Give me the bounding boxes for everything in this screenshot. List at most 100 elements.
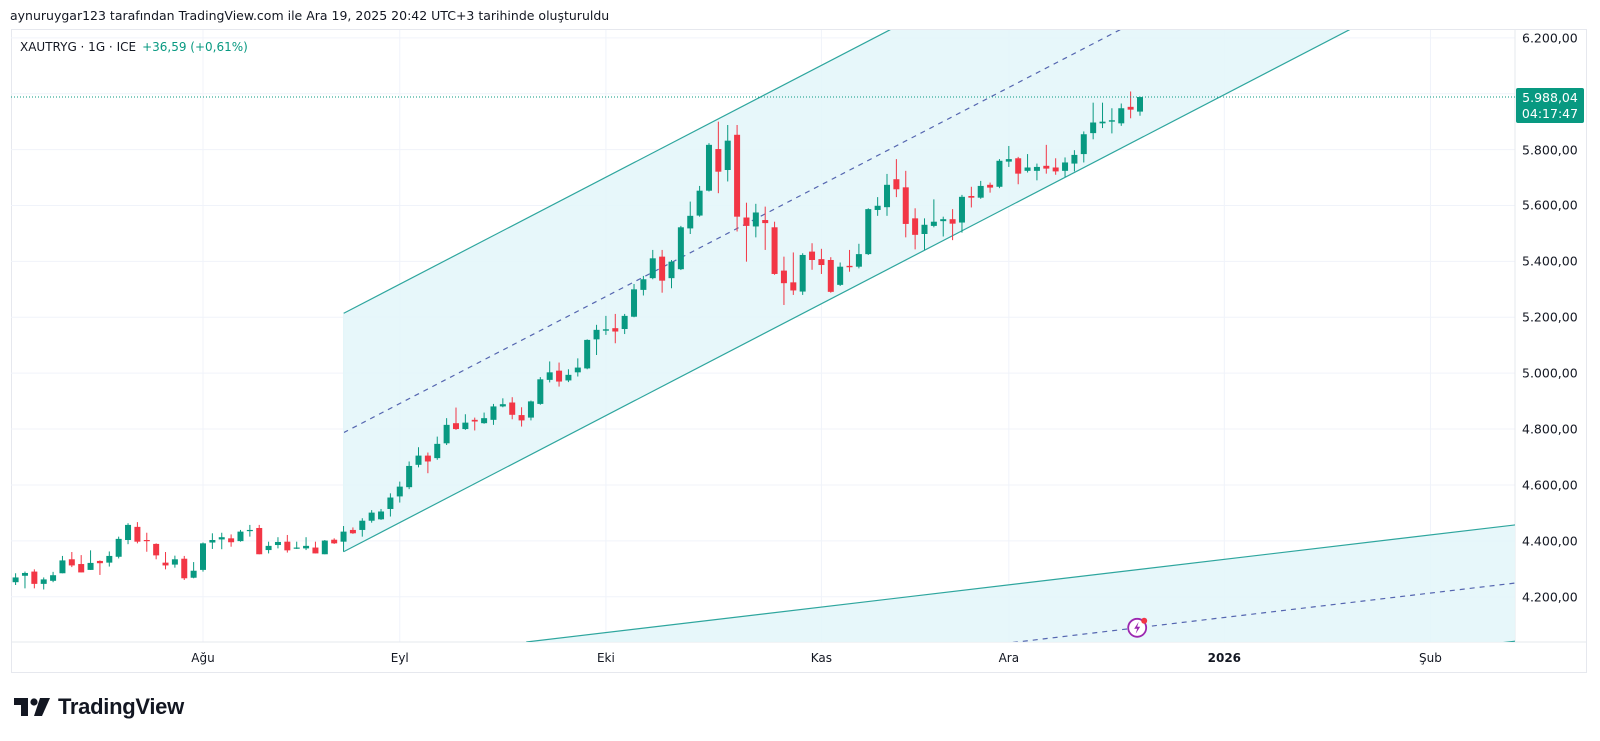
candle-up [1080,131,1087,163]
candle-down [78,555,85,573]
candle-down [902,170,909,238]
candle-up [677,225,684,271]
candle-body [921,224,928,234]
candle-body [640,279,647,290]
candle-body [378,511,385,520]
candle-up [387,493,394,517]
channel-upper-line [343,30,891,314]
candle-body [303,545,310,549]
candle-up [1033,163,1040,181]
candle-body [481,418,488,424]
candle-down [68,552,75,568]
candle-body [556,370,563,382]
time-tick: Kas [810,651,833,665]
candle-body [527,401,534,418]
symbol-legend[interactable]: XAUTRYG · 1G · ICE +36,59 (+0,61%) [20,40,248,54]
candle-body [349,529,356,534]
candle-up [368,510,375,523]
candle-down [827,257,834,293]
candle-down [1043,144,1050,174]
candle-body [1108,120,1115,122]
candle-up [621,313,628,335]
candle-body [340,531,347,542]
candle-up [462,414,469,430]
candle-body [631,289,638,317]
candle-down [612,313,619,344]
candle-body [1090,122,1097,134]
candle-up [1071,150,1078,172]
candle-down [162,552,169,570]
candle-body [987,184,994,188]
candle-up [303,537,310,551]
candle-up [21,571,28,589]
candle-down [284,534,291,553]
candle-up [958,194,965,233]
candle-up [59,555,66,574]
candle-up [115,536,122,559]
candle-up [265,541,272,554]
channel-fill [526,524,1515,642]
last-price-badge: 5.988,04 04:17:47 [1516,88,1584,124]
candle-body [696,190,703,216]
candle-up [237,529,244,542]
candle-body [293,547,300,549]
candle-down [31,569,38,589]
candle-up [1137,96,1143,116]
candle-body [256,527,263,555]
candle-body [490,406,497,420]
candle-body [518,415,525,421]
candle-down [424,452,431,474]
candle-body [359,520,366,530]
candle-body [1080,134,1087,155]
candle-up [574,358,581,377]
price-tick: 4.600,00 [1522,477,1578,493]
candle-body [705,144,712,191]
candle-down [771,221,778,275]
candle-body [284,541,291,551]
bar-countdown: 04:17:47 [1521,106,1579,122]
candle-up [602,315,609,335]
candle-body [162,562,169,566]
candle-down [312,541,319,554]
candle-down [556,362,563,387]
candle-up [752,203,759,238]
candle-body [565,374,572,381]
idea-marker[interactable] [1127,617,1148,638]
candle-up [1062,157,1069,177]
candle-up [274,537,281,549]
candle-body [406,465,413,488]
candle-body [537,379,544,404]
candle-body [884,184,891,208]
price-change: +36,59 (+0,61%) [142,40,248,54]
channel-lower-line [343,30,1351,553]
candle-up [837,262,844,286]
tradingview-logo[interactable]: TradingView [14,694,184,720]
candle-body [1043,165,1050,169]
candle-body [424,455,431,462]
candle-body [396,486,403,497]
candle-up [293,541,300,549]
candle-down [349,527,356,534]
candle-down [518,407,525,427]
candle-body [59,560,66,574]
candle-body [734,134,741,217]
candle-down [743,202,750,262]
channel-drawings[interactable] [343,0,1553,741]
candle-down [181,555,188,580]
candle-body [106,555,113,563]
candle-up [171,555,178,568]
candle-body [78,564,85,573]
candle-up [921,218,928,250]
candle-body [799,254,806,292]
candle-up [565,369,572,383]
candle-body [209,540,216,543]
candle-up [499,398,506,408]
candle-up [865,208,872,255]
candle-down [143,532,150,552]
candle-body [958,196,965,223]
candle-up [631,284,638,318]
candle-up [1108,108,1115,134]
price-tick: 5.400,00 [1522,253,1578,269]
candle-up [415,447,422,468]
